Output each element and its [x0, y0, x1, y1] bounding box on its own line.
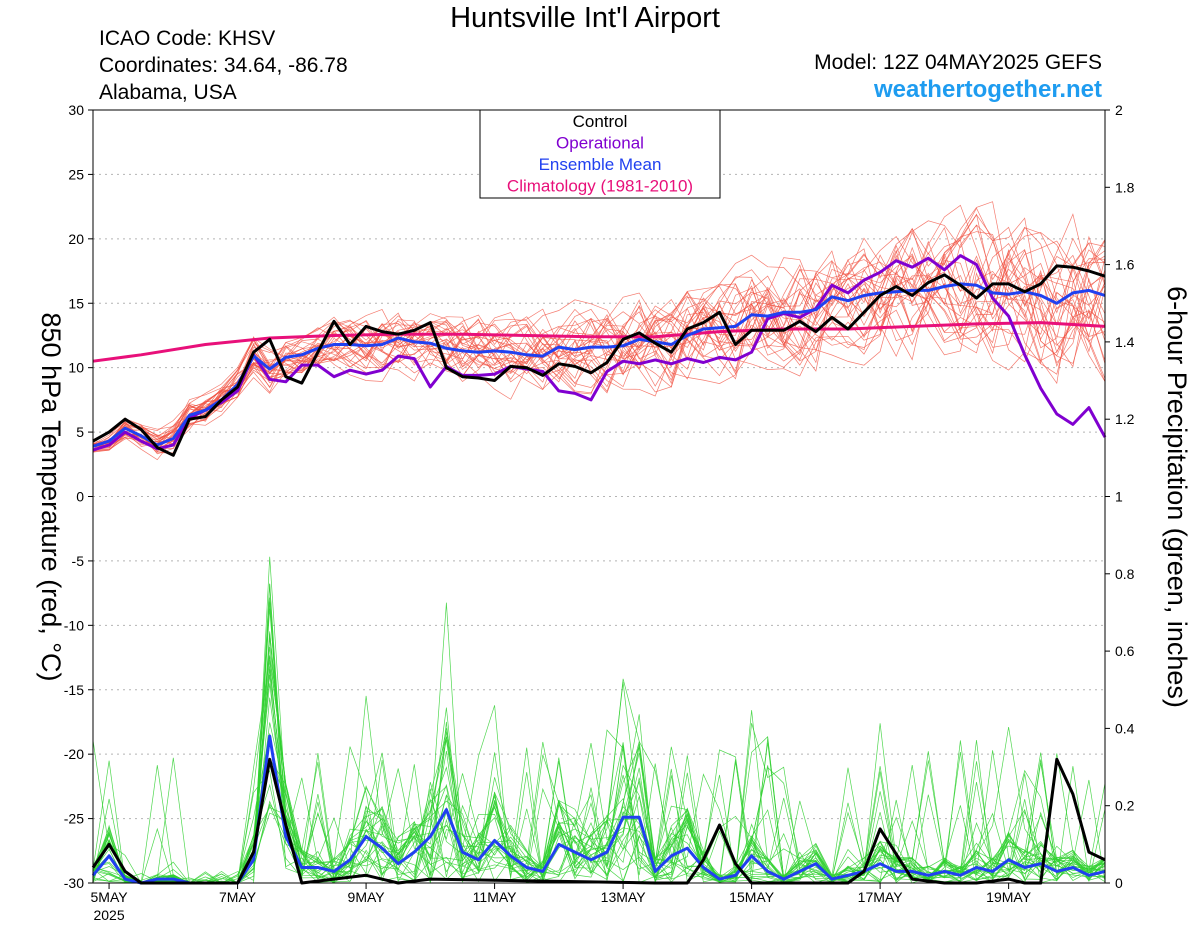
right-tick-label-2: 1.6	[1115, 257, 1135, 273]
legend-item-climatology: Climatology (1981-2010)	[507, 177, 693, 196]
temp-member-line-20	[92, 235, 1106, 447]
left-tick-label-5: 5	[76, 424, 84, 440]
site-name: weathertogether.net	[873, 76, 1102, 103]
right-tick-label-3: 1.4	[1115, 334, 1135, 350]
right-tick-label-4: 1.2	[1115, 411, 1135, 427]
temp-member-line-14	[92, 258, 1106, 448]
temp-member-line-10	[92, 217, 1106, 451]
precip-member-line-22	[92, 682, 1106, 884]
left-tick-label-2: 20	[68, 231, 84, 247]
right-axis-ticks: 2 1.8 1.6 1.4 1.2 1 0.8 0.6 0.4 0.2 0	[1105, 102, 1135, 891]
right-tick-label-5: 1	[1115, 489, 1123, 505]
right-tick-label-0: 2	[1115, 102, 1123, 118]
x-tick-label-2: 9MAY	[348, 889, 386, 905]
left-tick-label-0: 30	[68, 102, 84, 118]
icao-code: ICAO Code: KHSV	[99, 27, 276, 50]
legend-box	[479, 109, 721, 199]
legend-item-control: Control	[573, 112, 628, 131]
x-tick-label-4: 13MAY	[601, 889, 647, 905]
precipitation-members	[92, 556, 1106, 884]
precip-member-line-27	[92, 646, 1106, 884]
right-tick-label-10: 0	[1115, 875, 1123, 891]
legend: Control Operational Ensemble Mean Climatolo…	[479, 109, 721, 199]
precip-member-line-18	[92, 707, 1106, 884]
x-tick-label-6: 17MAY	[858, 889, 904, 905]
temp-member-line-27	[92, 213, 1106, 449]
right-tick-label-6: 0.8	[1115, 566, 1135, 582]
temp-member-line-25	[92, 250, 1106, 445]
climatology-line	[92, 321, 1106, 363]
left-tick-label-6: 0	[76, 489, 84, 505]
y-axis-label-left: 850 hPa Temperature (red, °C)	[36, 313, 66, 682]
left-tick-label-3: 15	[68, 295, 84, 311]
model-run: Model: 12Z 04MAY2025 GEFS	[814, 51, 1102, 74]
left-tick-label-8: -10	[64, 617, 84, 633]
x-tick-label-0: 5MAY	[91, 889, 129, 905]
right-tick-label-8: 0.4	[1115, 720, 1135, 736]
temperature-members	[92, 201, 1106, 461]
precip-member-line-24	[92, 743, 1106, 884]
right-tick-label-1: 1.8	[1115, 179, 1135, 195]
left-axis-ticks: 30 25 20 15 10 5 0 -5 -10 -15 -20 -25 -30	[64, 102, 93, 891]
left-tick-label-11: -25	[64, 811, 84, 827]
x-tick-label-7: 19MAY	[986, 889, 1032, 905]
coordinates: Coordinates: 34.64, -86.78	[99, 54, 348, 77]
left-tick-label-4: 10	[68, 360, 84, 376]
temp-operational-line	[92, 254, 1107, 452]
left-tick-label-7: -5	[72, 553, 85, 569]
temp-control-line	[92, 264, 1106, 457]
temp-ensemble-mean-line	[92, 282, 1106, 448]
x-tick-sublabel-0: 2025	[93, 907, 124, 923]
x-tick-label-1: 7MAY	[219, 889, 257, 905]
x-axis-ticks: 5MAY 2025 7MAY 9MAY 11MAY 13MAY 15MAY 17MAY 19MA…	[91, 883, 1032, 923]
x-tick-label-5: 15MAY	[729, 889, 775, 905]
y-axis-label-right: 6-hour Precipitation (green, inches)	[1162, 286, 1192, 708]
left-tick-label-9: -15	[64, 682, 84, 698]
chart-title: Huntsville Int'l Airport	[450, 2, 720, 34]
region: Alabama, USA	[99, 81, 237, 104]
left-tick-label-1: 25	[68, 166, 84, 182]
left-tick-label-12: -30	[64, 875, 84, 891]
temp-member-line-5	[92, 255, 1106, 440]
legend-item-operational: Operational	[556, 134, 644, 153]
right-tick-label-7: 0.6	[1115, 643, 1135, 659]
right-tick-label-9: 0.2	[1115, 798, 1135, 814]
precip-member-line-20	[92, 659, 1106, 884]
left-tick-label-10: -20	[64, 746, 84, 762]
temp-member-line-18	[92, 213, 1106, 453]
precip-member-line-26	[92, 631, 1106, 884]
legend-item-ensemble-mean: Ensemble Mean	[539, 155, 662, 174]
precip-member-line-4	[92, 683, 1106, 884]
precip-member-line-29	[92, 583, 1106, 884]
x-tick-label-3: 11MAY	[473, 889, 517, 905]
